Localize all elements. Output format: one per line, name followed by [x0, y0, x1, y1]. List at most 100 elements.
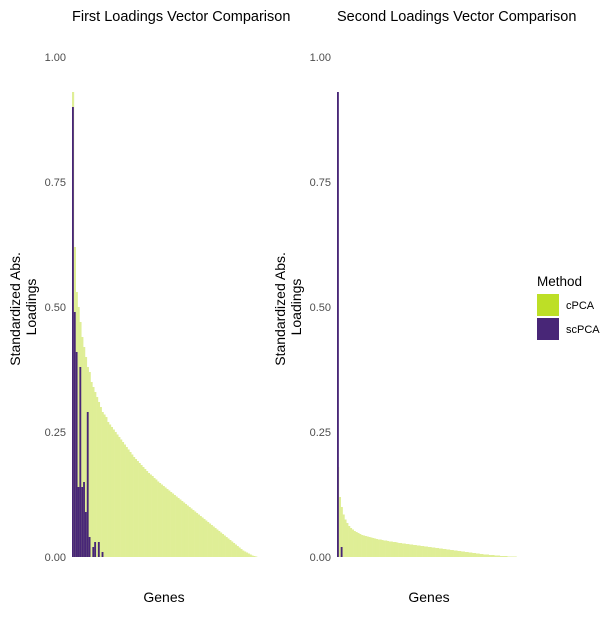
bar-cpca — [216, 529, 219, 557]
bar-cpca — [403, 543, 406, 557]
bar-cpca — [118, 437, 121, 557]
bar-cpca — [392, 542, 395, 557]
bar-cpca — [411, 544, 414, 557]
bar-cpca — [381, 540, 384, 557]
y-tick-label: 0.50 — [45, 302, 66, 314]
bar-cpca — [99, 407, 102, 557]
bar-cpca — [353, 531, 356, 557]
bar-cpca — [208, 523, 212, 557]
bar-cpca — [427, 547, 430, 557]
bar-cpca — [473, 553, 477, 557]
bar-cpca — [123, 444, 126, 557]
bar-scpca — [97, 542, 100, 557]
bar-cpca — [133, 457, 136, 557]
bar-cpca — [251, 555, 254, 557]
bar-cpca — [494, 555, 497, 557]
bar-cpca — [435, 548, 438, 557]
bar-cpca — [398, 543, 401, 557]
bar-cpca — [186, 505, 189, 557]
bar-cpca — [503, 556, 506, 557]
bar-cpca — [220, 532, 223, 557]
bar-cpca — [173, 495, 176, 557]
bar-cpca — [201, 517, 204, 557]
legend-title: Method — [537, 274, 582, 289]
bar-cpca — [355, 532, 358, 557]
bar-cpca — [488, 555, 491, 557]
legend-label-cpca: cPCA — [566, 300, 595, 312]
bar-cpca — [344, 519, 347, 557]
bar-cpca — [144, 469, 147, 557]
y-tick-label: 0.00 — [45, 552, 66, 564]
bar-cpca — [405, 544, 408, 557]
bar-cpca — [422, 546, 425, 557]
bar-cpca — [77, 307, 80, 557]
bar-scpca — [101, 552, 104, 557]
y-tick-label: 1.00 — [45, 52, 66, 64]
bar-cpca — [103, 414, 106, 557]
bar-cpca — [436, 548, 440, 557]
bar-cpca — [368, 537, 371, 557]
bar-cpca — [342, 514, 345, 557]
bar-scpca — [340, 547, 343, 557]
bar-cpca — [464, 552, 467, 557]
y-axis-ticks: 0.00 0.25 0.50 0.75 1.00 — [310, 52, 331, 564]
y-tick-label: 0.00 — [310, 552, 331, 564]
y-tick-label: 0.75 — [310, 177, 331, 189]
bar-cpca — [485, 554, 488, 557]
bar-cpca — [416, 545, 419, 557]
bar-cpca — [438, 548, 441, 557]
bar-cpca — [357, 533, 360, 557]
bar-cpca — [116, 434, 119, 557]
bar-cpca — [244, 551, 247, 557]
bar-cpca — [160, 484, 163, 557]
bar-cpca — [125, 447, 128, 557]
bar-cpca — [499, 556, 502, 557]
bar-cpca — [349, 528, 353, 557]
bar-cpca — [446, 549, 449, 557]
bar-cpca — [207, 522, 210, 557]
bar-scpca — [77, 487, 80, 557]
bar-cpca — [444, 549, 447, 557]
bar-cpca — [179, 499, 182, 557]
bar-cpca — [184, 504, 187, 557]
bar-cpca — [362, 535, 366, 557]
bar-cpca — [157, 481, 160, 557]
bar-cpca — [514, 556, 517, 557]
bar-cpca — [390, 541, 393, 557]
y-tick-label: 0.25 — [45, 427, 66, 439]
bar-scpca — [72, 107, 74, 557]
bar-cpca — [170, 492, 173, 557]
legend-label-scpca: scPCA — [566, 324, 600, 336]
bar-cpca — [338, 497, 341, 557]
bar-cpca — [151, 476, 154, 557]
bar-cpca — [409, 544, 412, 557]
bar-cpca — [129, 452, 132, 557]
bar-cpca — [197, 514, 200, 557]
bar-cpca — [340, 507, 343, 557]
bar-cpca — [497, 555, 501, 557]
bar-cpca — [418, 545, 421, 557]
bar-cpca — [142, 467, 145, 557]
bar-cpca — [475, 553, 478, 557]
bar-cpca — [394, 542, 397, 557]
bar-cpca — [425, 546, 428, 557]
bar-cpca — [192, 510, 195, 557]
bar-scpca — [337, 92, 339, 557]
bar-cpca — [351, 529, 354, 557]
bar-cpca — [212, 526, 215, 557]
bar-cpca — [479, 554, 482, 557]
bar-cpca — [94, 392, 97, 557]
bar-cpca — [229, 540, 232, 557]
bar-cpca — [199, 516, 202, 557]
y-tick-label: 0.50 — [310, 302, 331, 314]
bar-cpca — [131, 454, 134, 557]
bar-cpca — [399, 543, 403, 557]
bar-cpca — [225, 537, 228, 557]
bar-cpca — [483, 554, 486, 557]
bar-cpca — [385, 540, 388, 557]
bar-cpca — [420, 546, 423, 557]
x-axis-title: Genes — [143, 589, 184, 605]
bar-cpca — [455, 550, 458, 557]
x-axis-title: Genes — [408, 589, 449, 605]
